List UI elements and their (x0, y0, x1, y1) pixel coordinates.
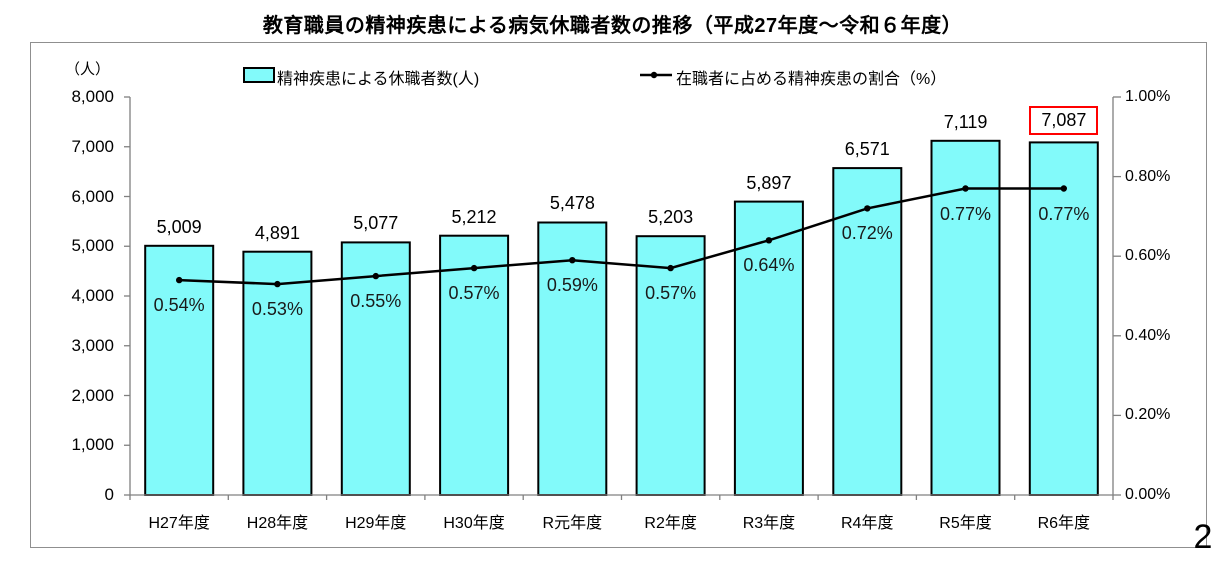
highlight-box: 7,087 (1029, 106, 1099, 136)
line-percent-label: 0.72% (841, 223, 893, 244)
right-axis-tick-label: 0.20% (1125, 406, 1171, 424)
legend-bar-label: 精神疾患による休職者数(人) (277, 71, 480, 88)
bar (242, 250, 313, 496)
bar (733, 200, 804, 496)
bar-value-label: 5,478 (549, 193, 595, 214)
line-marker-icon (765, 237, 773, 244)
x-axis-category-label: H28年度 (246, 515, 309, 532)
left-axis-tick-label: 1,000 (71, 435, 114, 455)
right-axis-tick-label: 1.00% (1125, 88, 1171, 105)
left-axis-tick-label: 7,000 (71, 136, 114, 156)
x-axis-category-label: R6年度 (1037, 515, 1091, 532)
bar-value-label: 4,891 (254, 222, 300, 243)
left-axis-tick-label: 8,000 (71, 87, 114, 106)
chart-frame (30, 42, 1207, 548)
bar-value-label: 5,203 (648, 207, 694, 228)
right-axis-tick-label: 0.00% (1125, 486, 1171, 503)
bar (635, 235, 706, 496)
line-percent-label: 0.54% (153, 295, 205, 316)
line-percent-label: 0.53% (251, 299, 303, 320)
line-percent-label: 0.57% (645, 283, 697, 304)
x-axis-category-label: R4年度 (841, 515, 894, 532)
bar-value-label: 5,897 (746, 172, 792, 193)
x-axis-category-label: H30年度 (443, 515, 505, 532)
line-marker-icon (372, 272, 379, 280)
left-axis-tick-label: 4,000 (71, 286, 114, 305)
line-marker-icon (274, 280, 281, 288)
bar (340, 241, 411, 496)
x-axis-category-label: R3年度 (742, 515, 796, 532)
right-axis-tick-label: 0.40% (1125, 326, 1171, 344)
left-axis-tick-label: 3,000 (71, 335, 114, 355)
page-number: 2 (1193, 518, 1213, 556)
bar-value-label: 5,077 (353, 213, 399, 234)
right-axis-tick-label: 0.80% (1125, 167, 1171, 185)
line-percent-label: 0.77% (940, 203, 992, 224)
chart-title: 教育職員の精神疾患による病気休職者数の推移（平成27年度～令和６年度） (262, 15, 963, 37)
line-marker-icon (569, 257, 576, 264)
bar (537, 221, 608, 496)
bar (439, 234, 510, 496)
x-axis-category-label: R5年度 (939, 515, 992, 532)
line-percent-label: 0.57% (448, 283, 500, 304)
left-axis-tick-label: 5,000 (71, 236, 114, 256)
right-axis-tick-label: 0.60% (1125, 247, 1171, 265)
line-marker-icon (667, 264, 674, 272)
line-marker-icon (470, 264, 478, 272)
line-percent-label: 0.55% (350, 291, 402, 312)
line-percent-label: 0.64% (743, 255, 795, 276)
line-percent-label: 0.59% (546, 275, 598, 296)
bar-value-label: 6,571 (844, 139, 890, 160)
left-axis-tick-label: 6,000 (71, 186, 114, 206)
left-axis-tick-label: 0 (104, 485, 114, 504)
legend-bar-swatch-icon (243, 67, 275, 83)
x-axis-category-label: R2年度 (644, 515, 697, 532)
bar (1028, 141, 1099, 496)
line-series (179, 187, 1064, 286)
x-axis-category-label: H27年度 (148, 515, 210, 532)
x-axis-category-label: H29年度 (345, 515, 407, 532)
line-marker-icon (962, 185, 969, 192)
x-axis-category-label: R元年度 (542, 515, 603, 532)
left-axis-tick-label: 2,000 (71, 385, 114, 405)
bar-value-label: 5,212 (451, 206, 497, 227)
bar-value-label-highlighted: 7,087 (994, 106, 1134, 136)
legend-line-label: 在職者に占める精神疾患の割合（%） (676, 71, 947, 88)
line-percent-label: 0.77% (1038, 203, 1090, 224)
left-axis-unit-label: （人） (64, 61, 110, 78)
line-marker-icon (1060, 185, 1068, 192)
bar-value-label: 5,009 (156, 216, 202, 237)
line-marker-icon (864, 205, 871, 212)
bar-value-label: 7,119 (943, 111, 988, 132)
bar (832, 167, 903, 496)
line-marker-icon (176, 276, 183, 284)
